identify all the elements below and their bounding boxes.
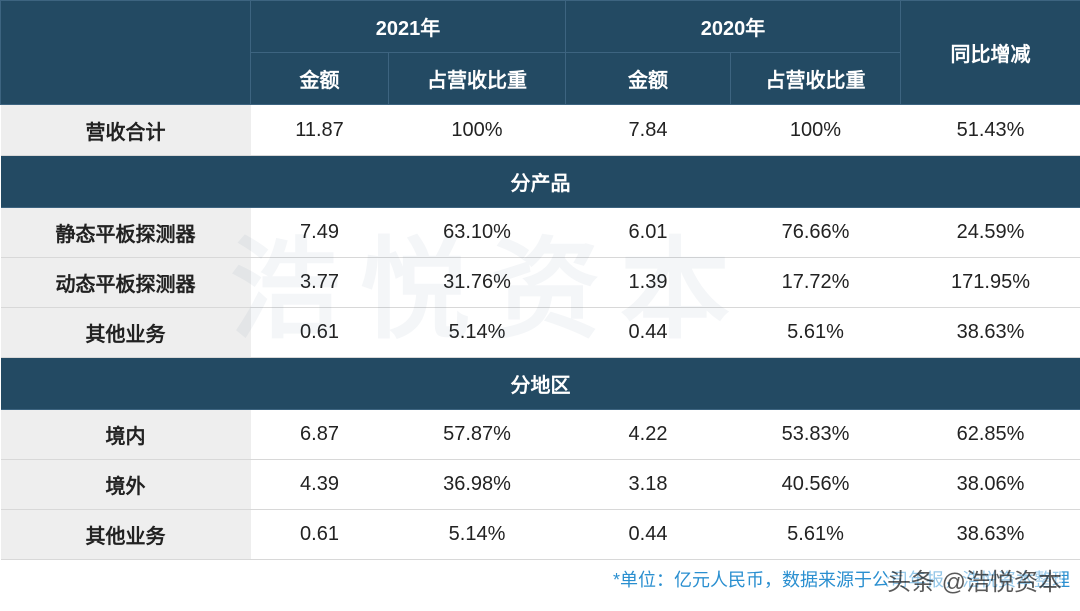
yoy-header: 同比增减 (900, 0, 1080, 105)
cell: 5.61% (730, 307, 901, 358)
cell: 63.10% (388, 207, 566, 258)
sub-header: 占营收比重 (388, 52, 566, 105)
cell: 4.22 (565, 409, 731, 460)
cell: 38.63% (900, 307, 1080, 358)
cell: 36.98% (388, 459, 566, 510)
row-label: 境内 (0, 409, 251, 460)
cell: 11.87 (250, 104, 389, 156)
year-header: 2020年 (565, 0, 901, 53)
table-row: 境内 6.87 57.87% 4.22 53.83% 62.85% (0, 409, 1080, 460)
sub-header: 占营收比重 (730, 52, 901, 105)
cell: 5.61% (730, 509, 901, 560)
cell: 0.44 (565, 307, 731, 358)
section-title: 分产品 (0, 155, 1080, 208)
table-row: 境外 4.39 36.98% 3.18 40.56% 38.06% (0, 459, 1080, 510)
table-row: 营收合计 11.87 100% 7.84 100% 51.43% (0, 104, 1080, 156)
cell: 3.77 (250, 257, 389, 308)
row-label: 动态平板探测器 (0, 257, 251, 308)
cell: 5.14% (388, 509, 566, 560)
cell: 6.87 (250, 409, 389, 460)
cell: 6.01 (565, 207, 731, 258)
section-row: 分地区 (0, 357, 1080, 410)
year-header: 2021年 (250, 0, 566, 53)
cell: 5.14% (388, 307, 566, 358)
row-label: 其他业务 (0, 307, 251, 358)
section-title: 分地区 (0, 357, 1080, 410)
cell: 31.76% (388, 257, 566, 308)
cell: 57.87% (388, 409, 566, 460)
cell: 24.59% (900, 207, 1080, 258)
cell: 38.63% (900, 509, 1080, 560)
cell: 1.39 (565, 257, 731, 308)
row-label: 营收合计 (0, 104, 251, 156)
cell: 76.66% (730, 207, 901, 258)
cell: 7.49 (250, 207, 389, 258)
row-label: 其他业务 (0, 509, 251, 560)
cell: 3.18 (565, 459, 731, 510)
table-row: 动态平板探测器 3.77 31.76% 1.39 17.72% 171.95% (0, 257, 1080, 308)
table-body: 营收合计 11.87 100% 7.84 100% 51.43% 分产品 静态平板探测器 7.4… (0, 104, 1080, 560)
sub-header: 金额 (250, 52, 389, 105)
table-row: 静态平板探测器 7.49 63.10% 6.01 76.66% 24.59% (0, 207, 1080, 258)
watermark: 头条 @浩悦资本 (886, 562, 1062, 597)
cell: 0.44 (565, 509, 731, 560)
header-row: 2021年 2020年 同比增减 (0, 0, 1080, 105)
sub-header: 金额 (565, 52, 731, 105)
cell: 51.43% (900, 104, 1080, 156)
table-row: 其他业务 0.61 5.14% 0.44 5.61% 38.63% (0, 307, 1080, 358)
cell: 62.85% (900, 409, 1080, 460)
section-row: 分产品 (0, 155, 1080, 208)
row-label: 境外 (0, 459, 251, 510)
cell: 171.95% (900, 257, 1080, 308)
cell: 17.72% (730, 257, 901, 308)
cell: 100% (388, 104, 566, 156)
cell: 0.61 (250, 509, 389, 560)
header-row: 金额 占营收比重 金额 占营收比重 (1, 52, 1080, 105)
data-table: 2021年 2020年 同比增减 金额 占营收比重 金额 占营收比重 营收合计 1… (0, 0, 1080, 560)
table-row: 其他业务 0.61 5.14% 0.44 5.61% 38.63% (0, 509, 1080, 560)
cell: 100% (730, 104, 901, 156)
table-header: 2021年 2020年 同比增减 金额 占营收比重 金额 占营收比重 (0, 0, 1080, 105)
cell: 4.39 (250, 459, 389, 510)
cell: 38.06% (900, 459, 1080, 510)
cell: 0.61 (250, 307, 389, 358)
cell: 7.84 (565, 104, 731, 156)
row-label: 静态平板探测器 (0, 207, 251, 258)
cell: 53.83% (730, 409, 901, 460)
cell: 40.56% (730, 459, 901, 510)
corner (0, 0, 251, 105)
